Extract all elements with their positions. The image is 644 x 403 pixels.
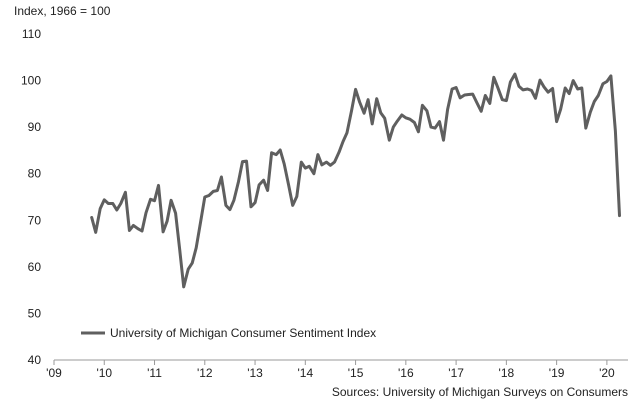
y-tick-label: 40: [28, 353, 42, 367]
y-axis-ticks: 40 50 60 70 80 90 100 110: [21, 27, 41, 367]
x-tick-label: '10: [96, 366, 112, 380]
x-tick-label: '09: [46, 366, 62, 380]
x-tick-label: '20: [599, 366, 615, 380]
series-layer: [90, 72, 621, 289]
y-tick-label: 70: [28, 213, 42, 227]
x-tick-label: '12: [197, 366, 213, 380]
x-tick-label: '19: [549, 366, 565, 380]
x-tick-label: '18: [499, 366, 515, 380]
y-tick-label: 60: [28, 260, 42, 274]
x-tick-label: '17: [448, 366, 464, 380]
x-tick-label: '13: [247, 366, 263, 380]
y-tick-label: 90: [28, 120, 42, 134]
y-tick-label: 100: [21, 74, 41, 88]
y-axis-title: Index, 1966 = 100: [14, 4, 111, 18]
series-line: [90, 72, 621, 289]
legend-label: University of Michigan Consumer Sentimen…: [110, 326, 376, 340]
x-axis: '09 '10 '11 '12 '13 '14 '15 '16 '17 '18 '19 '20: [46, 359, 628, 380]
legend: University of Michigan Consumer Sentimen…: [81, 326, 376, 340]
y-tick-label: 80: [28, 167, 42, 181]
x-tick-label: '15: [348, 366, 364, 380]
x-tick-label: '14: [297, 366, 313, 380]
y-tick-label: 50: [28, 306, 42, 320]
source-note: Sources: University of Michigan Surveys …: [332, 385, 628, 399]
x-tick-label: '11: [147, 366, 162, 380]
y-tick-label: 110: [22, 27, 41, 41]
x-tick-label: '16: [398, 366, 414, 380]
